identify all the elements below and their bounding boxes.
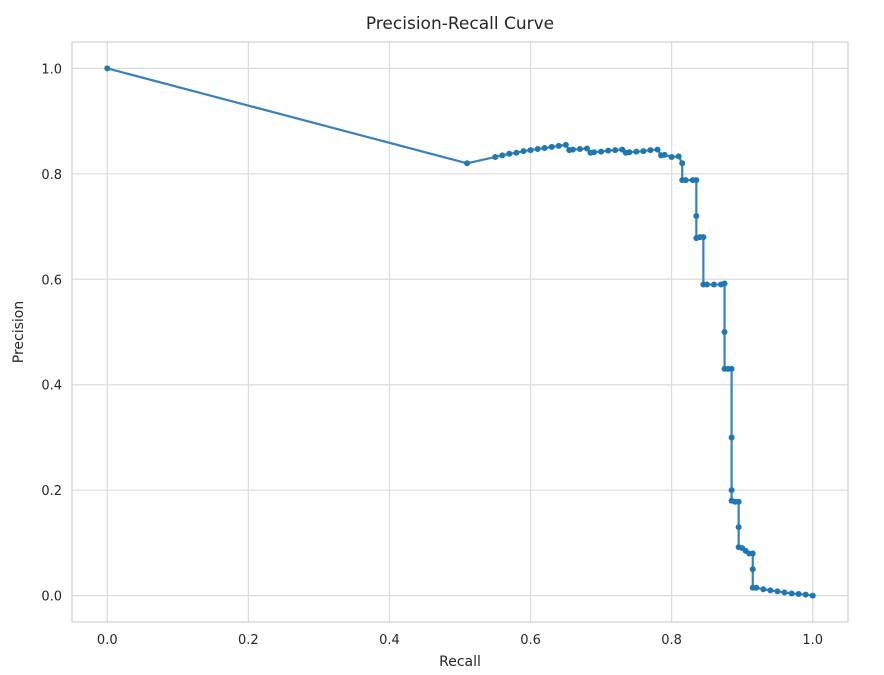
x-tick-label-5: 1.0 (802, 633, 823, 648)
data-point-0-70 (795, 591, 802, 598)
data-point-0-21 (612, 147, 619, 154)
data-point-0-19 (598, 148, 605, 155)
x-axis-label: Recall (439, 654, 481, 670)
data-point-0-43 (703, 281, 710, 288)
data-point-0-66 (767, 587, 774, 594)
data-point-0-32 (675, 153, 682, 160)
data-point-0-50 (728, 365, 735, 372)
data-point-0-37 (693, 177, 700, 184)
data-point-0-62 (749, 566, 756, 573)
y-axis-label: Precision (11, 300, 27, 364)
data-point-0-52 (728, 487, 735, 494)
data-point-0-20 (605, 147, 612, 154)
data-point-0-61 (749, 550, 756, 557)
data-point-0-25 (633, 148, 640, 155)
data-point-0-41 (700, 234, 707, 241)
x-tick-label-3: 0.6 (520, 633, 541, 648)
data-point-0-38 (693, 213, 700, 219)
y-tick-label-5: 1.0 (41, 62, 62, 77)
data-point-0-1 (464, 160, 471, 167)
data-point-0-8 (534, 146, 541, 153)
chart-title: Precision-Recall Curve (365, 14, 555, 34)
data-point-0-4 (506, 150, 513, 157)
data-point-0-56 (735, 524, 742, 531)
data-point-0-65 (760, 586, 767, 593)
data-point-0-55 (735, 498, 742, 505)
x-tick-label-0: 0.0 (97, 633, 118, 648)
x-tick-label-2: 0.4 (379, 633, 400, 648)
data-point-0-31 (668, 153, 675, 160)
data-point-0-72 (809, 592, 816, 599)
data-point-0-47 (721, 329, 728, 335)
data-point-0-26 (640, 148, 647, 155)
data-point-0-51 (728, 434, 735, 441)
x-tick-label-1: 0.2 (238, 633, 259, 648)
y-tick-label-0: 0.0 (41, 590, 62, 605)
data-point-0-69 (788, 590, 795, 597)
data-point-0-44 (710, 281, 717, 288)
y-tick-label-4: 0.8 (41, 168, 62, 183)
data-point-0-0 (104, 65, 111, 72)
data-point-0-12 (562, 141, 569, 148)
data-point-0-15 (576, 146, 583, 153)
data-point-0-33 (679, 160, 686, 167)
data-point-0-68 (781, 589, 788, 596)
data-point-0-11 (555, 142, 562, 149)
data-point-0-3 (499, 152, 506, 159)
data-point-0-27 (647, 147, 654, 154)
y-tick-label-3: 0.6 (41, 273, 62, 288)
data-point-0-6 (520, 148, 527, 155)
data-point-0-5 (513, 149, 520, 156)
data-point-0-30 (661, 151, 668, 158)
data-point-0-24 (626, 149, 633, 156)
data-point-0-14 (569, 146, 576, 153)
data-point-0-71 (802, 591, 809, 598)
data-point-0-9 (541, 144, 548, 151)
data-point-0-2 (492, 153, 499, 160)
x-tick-label-4: 0.8 (661, 633, 682, 648)
y-tick-label-2: 0.4 (41, 379, 62, 394)
y-tick-label-1: 0.2 (41, 484, 62, 499)
data-point-0-10 (548, 143, 555, 150)
data-point-0-46 (721, 280, 728, 287)
data-point-0-16 (583, 145, 590, 152)
data-point-0-67 (774, 588, 781, 595)
plot-background (72, 42, 848, 622)
data-point-0-28 (654, 146, 661, 153)
plot-frame (71, 41, 849, 623)
data-point-0-7 (527, 147, 534, 154)
data-point-0-35 (682, 177, 689, 184)
data-point-0-64 (753, 584, 760, 591)
data-point-0-18 (591, 149, 598, 156)
